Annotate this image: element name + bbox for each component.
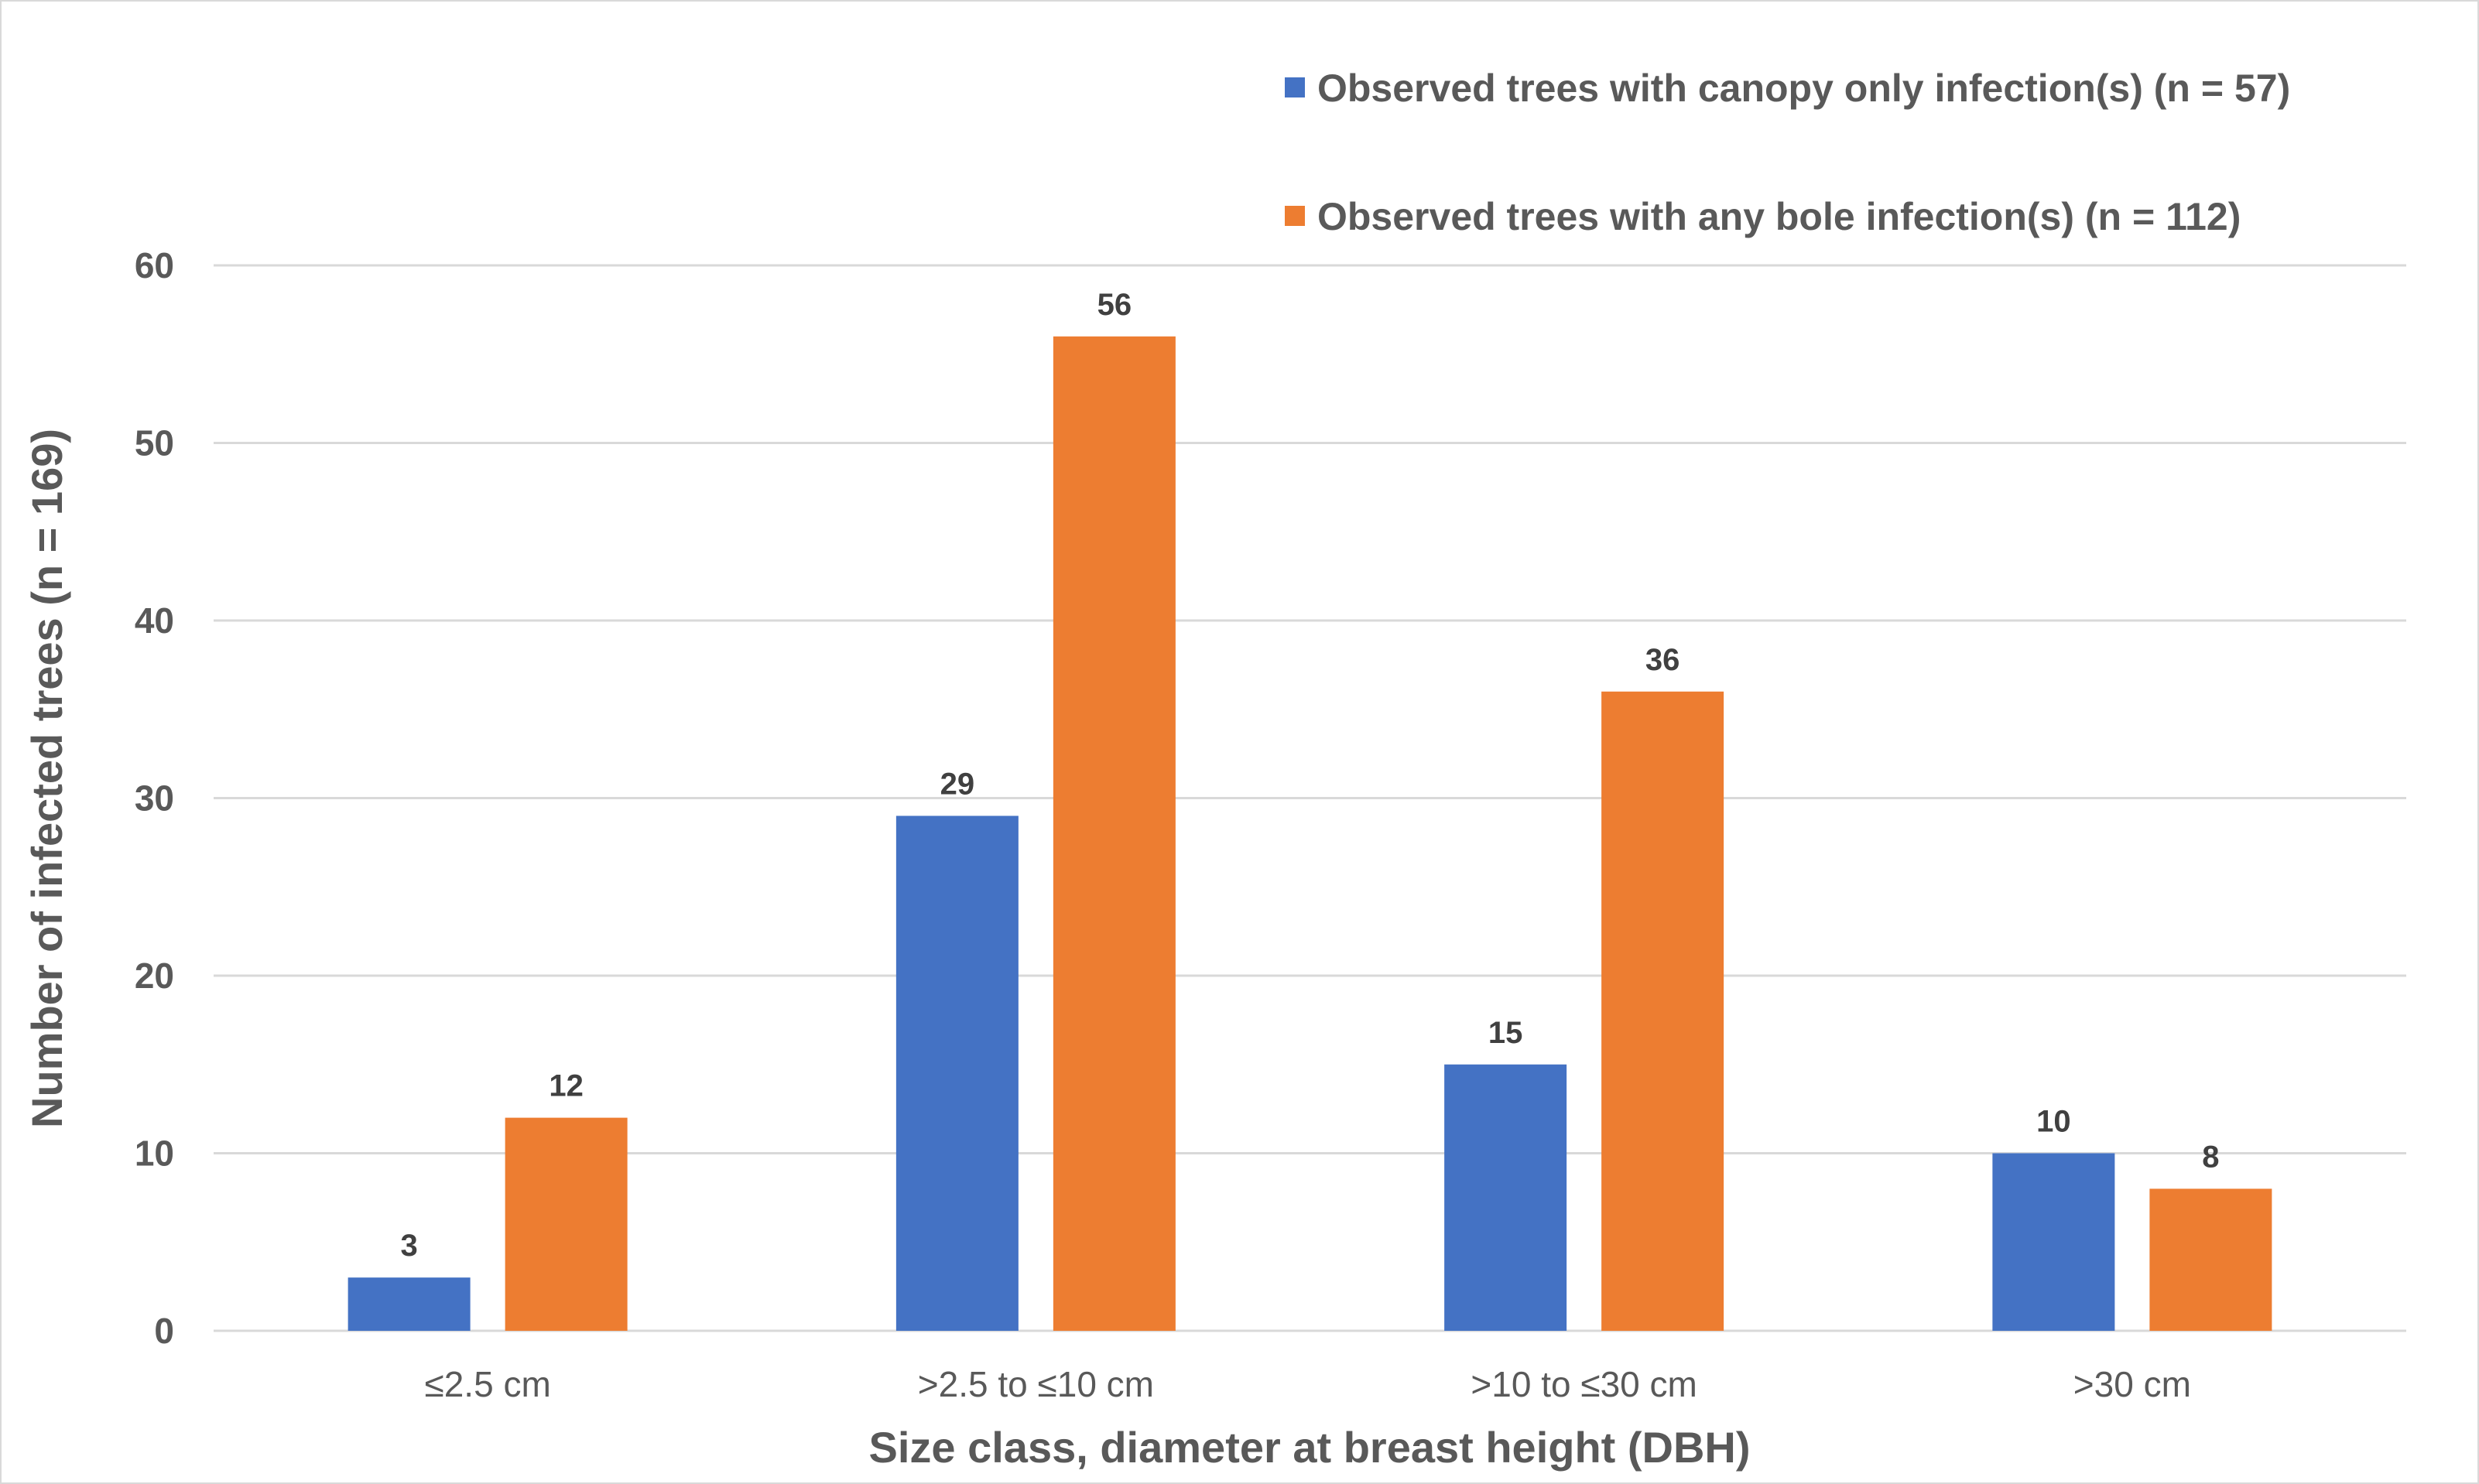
data-label: 8 xyxy=(2202,1140,2219,1174)
y-tick-label: 50 xyxy=(135,423,174,463)
bar xyxy=(1992,1153,2115,1331)
legend-label: Observed trees with canopy only infectio… xyxy=(1317,67,2290,110)
bar xyxy=(505,1117,628,1331)
legend-swatch xyxy=(1285,77,1305,97)
bar xyxy=(348,1277,471,1331)
bar xyxy=(895,816,1019,1331)
legend: Observed trees with canopy only infectio… xyxy=(1285,67,2290,238)
bar xyxy=(1053,336,1176,1331)
x-tick-label: >2.5 to ≤10 cm xyxy=(918,1364,1154,1404)
legend-label: Observed trees with any bole infection(s… xyxy=(1317,195,2241,238)
y-tick-label: 40 xyxy=(135,600,174,641)
y-tick-label: 10 xyxy=(135,1134,174,1174)
y-tick-label: 0 xyxy=(154,1311,174,1351)
x-tick-labels: ≤2.5 cm >2.5 to ≤10 cm >10 to ≤30 cm >30 cm xyxy=(424,1364,2190,1404)
x-tick-label: ≤2.5 cm xyxy=(424,1364,550,1404)
x-tick-label: >10 to ≤30 cm xyxy=(1471,1364,1697,1404)
y-axis-title: Number of infected trees (n = 169) xyxy=(22,429,71,1128)
data-label: 56 xyxy=(1097,288,1132,322)
legend-swatch xyxy=(1285,206,1305,226)
data-label: 3 xyxy=(401,1229,418,1263)
bar xyxy=(2149,1188,2272,1331)
y-tick-label: 60 xyxy=(135,245,174,286)
data-label: 12 xyxy=(549,1069,584,1103)
x-tick-label: >30 cm xyxy=(2073,1364,2191,1404)
bar xyxy=(1601,691,1724,1331)
data-label: 10 xyxy=(2036,1105,2071,1139)
y-tick-label: 30 xyxy=(135,778,174,819)
bar xyxy=(1444,1064,1567,1331)
y-tick-labels: 0 10 20 30 40 50 60 xyxy=(135,245,174,1351)
data-label: 29 xyxy=(940,767,975,801)
data-label: 15 xyxy=(1488,1016,1523,1050)
x-axis-title: Size class, diameter at breast height (D… xyxy=(868,1423,1750,1472)
y-tick-label: 20 xyxy=(135,956,174,996)
bars: 3 12 29 56 15 36 10 8 xyxy=(348,288,2272,1331)
data-label: 36 xyxy=(1645,643,1680,677)
